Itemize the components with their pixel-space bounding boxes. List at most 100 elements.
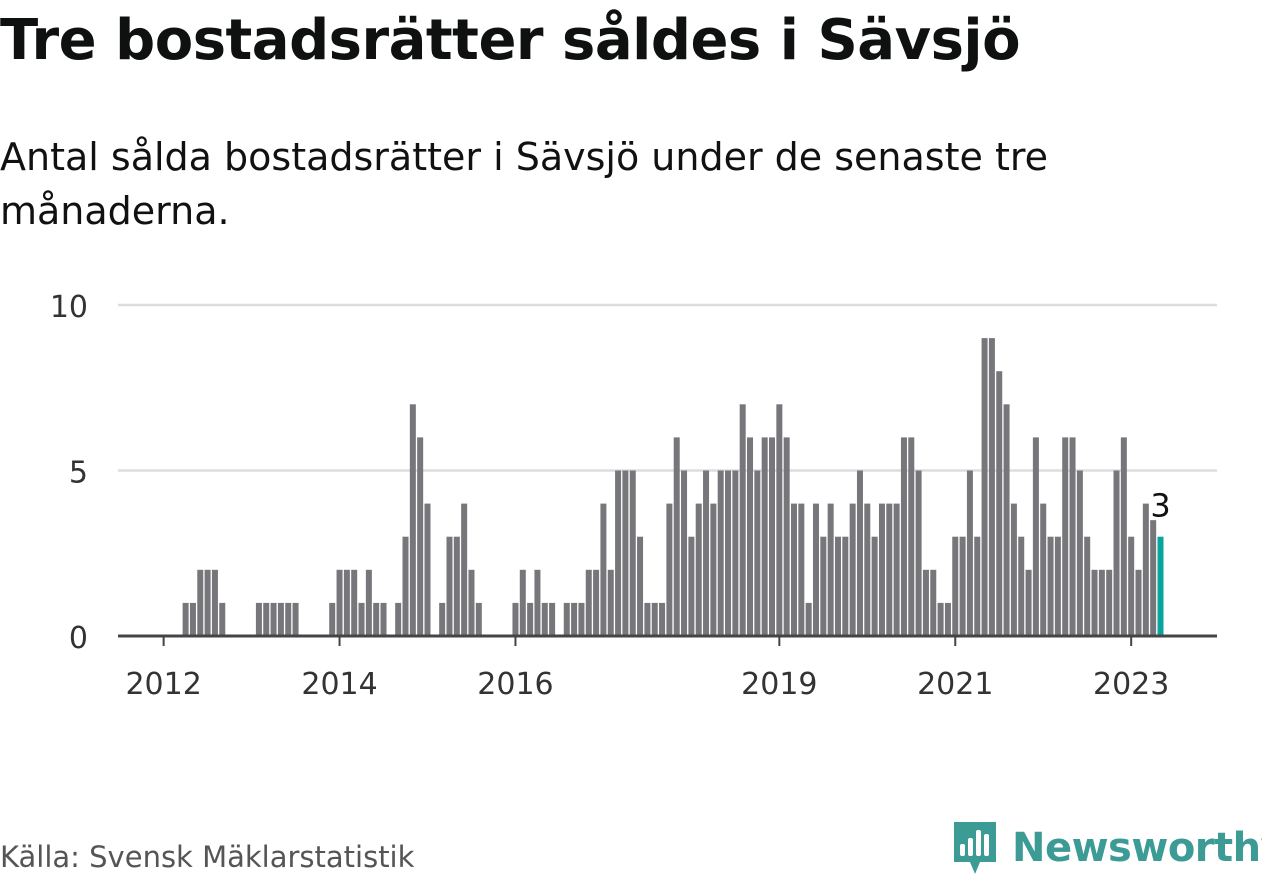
bar bbox=[688, 536, 695, 636]
bar bbox=[695, 503, 702, 636]
bar bbox=[402, 536, 409, 636]
brand-logo[interactable]: Newsworthy bbox=[950, 818, 1262, 878]
bar bbox=[563, 602, 570, 636]
bar bbox=[747, 437, 754, 636]
bar bbox=[783, 437, 790, 636]
bar bbox=[1025, 569, 1032, 636]
bar bbox=[417, 437, 424, 636]
bar bbox=[842, 536, 849, 636]
x-tick-label: 2019 bbox=[741, 667, 817, 702]
bar bbox=[944, 602, 951, 636]
bar bbox=[959, 536, 966, 636]
bar bbox=[549, 602, 556, 636]
bar bbox=[798, 503, 805, 636]
bar bbox=[197, 569, 204, 636]
bar bbox=[182, 602, 189, 636]
bar bbox=[395, 602, 402, 636]
bar bbox=[615, 470, 622, 636]
bars bbox=[182, 338, 1164, 636]
y-tick-label: 10 bbox=[50, 290, 88, 325]
bar bbox=[988, 338, 995, 636]
bar bbox=[351, 569, 358, 636]
x-tick-label: 2012 bbox=[125, 667, 201, 702]
bar bbox=[270, 602, 277, 636]
bar bbox=[1076, 470, 1083, 636]
bar bbox=[211, 569, 218, 636]
bar bbox=[1084, 536, 1091, 636]
bar bbox=[512, 602, 519, 636]
bar bbox=[475, 602, 482, 636]
x-tick-label: 2014 bbox=[301, 667, 377, 702]
bar bbox=[1135, 569, 1142, 636]
bar bbox=[534, 569, 541, 636]
bar bbox=[791, 503, 797, 636]
bar bbox=[827, 503, 834, 636]
bar bbox=[849, 503, 856, 636]
bar bbox=[820, 536, 827, 636]
bar bbox=[343, 569, 350, 636]
bar bbox=[1010, 503, 1017, 636]
bar bbox=[468, 569, 475, 636]
bar bbox=[453, 536, 460, 636]
bar bbox=[856, 470, 863, 636]
bar bbox=[1098, 569, 1105, 636]
bar bbox=[629, 470, 636, 636]
bar bbox=[1106, 569, 1113, 636]
bar bbox=[593, 569, 600, 636]
newsworthy-logo-icon bbox=[954, 822, 996, 874]
gridlines bbox=[118, 303, 1217, 472]
bar bbox=[461, 503, 468, 636]
bar bbox=[1054, 536, 1061, 636]
bar bbox=[446, 536, 453, 636]
bar bbox=[541, 602, 548, 636]
bar bbox=[710, 503, 717, 636]
bar bbox=[527, 602, 534, 636]
bar bbox=[519, 569, 526, 636]
bar bbox=[255, 602, 262, 636]
bar bbox=[204, 569, 211, 636]
bar bbox=[878, 503, 885, 636]
bar bbox=[812, 503, 819, 636]
bar bbox=[952, 536, 959, 636]
annotations: 3 bbox=[1147, 484, 1173, 528]
bar bbox=[600, 503, 607, 636]
bar bbox=[703, 470, 710, 636]
bar bbox=[1047, 536, 1054, 636]
bar bbox=[966, 470, 973, 636]
bar bbox=[937, 602, 944, 636]
bar bbox=[908, 437, 915, 636]
bar bbox=[189, 602, 196, 636]
bar bbox=[974, 536, 981, 636]
bar bbox=[834, 536, 841, 636]
bar bbox=[893, 503, 900, 636]
bar bbox=[915, 470, 922, 636]
bar bbox=[981, 338, 988, 636]
bar bbox=[373, 602, 380, 636]
bar bbox=[673, 437, 680, 636]
bar bbox=[585, 569, 592, 636]
bar bbox=[930, 569, 937, 636]
bar bbox=[219, 602, 226, 636]
x-tick-label: 2021 bbox=[917, 667, 993, 702]
highlight-bar bbox=[1157, 536, 1164, 636]
x-tick-label: 2023 bbox=[1093, 667, 1169, 702]
highlight-label: 3 bbox=[1150, 487, 1170, 525]
x-axis-labels: 2012 2014 2016 2019 2021 2023 bbox=[125, 667, 1169, 702]
bar bbox=[263, 602, 270, 636]
y-tick-label: 0 bbox=[69, 621, 88, 656]
bar bbox=[1032, 437, 1039, 636]
bar bbox=[1062, 437, 1069, 636]
chart-title: Tre bostadsrätter såldes i Sävsjö bbox=[0, 8, 1021, 73]
bar bbox=[805, 602, 812, 636]
bar bbox=[1142, 503, 1149, 636]
x-tick-label: 2016 bbox=[477, 667, 553, 702]
bar bbox=[1018, 536, 1025, 636]
bar bbox=[776, 404, 783, 636]
bar bbox=[1128, 536, 1135, 636]
bar bbox=[622, 470, 629, 636]
bar bbox=[365, 569, 372, 636]
bar bbox=[886, 503, 893, 636]
bar bbox=[292, 602, 299, 636]
bar bbox=[666, 503, 673, 636]
